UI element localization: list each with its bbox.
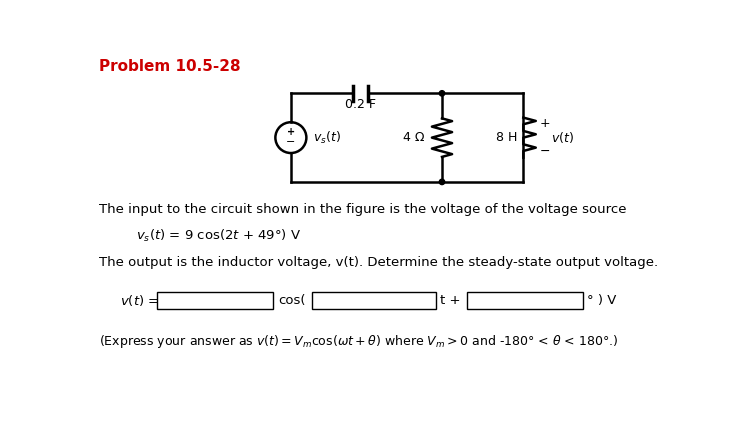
FancyBboxPatch shape	[467, 292, 583, 309]
Text: ° ) V: ° ) V	[587, 294, 616, 307]
Text: $v(t)$: $v(t)$	[551, 130, 574, 145]
Text: t +: t +	[439, 294, 460, 307]
FancyBboxPatch shape	[157, 292, 273, 309]
Text: +: +	[286, 127, 295, 137]
Text: (Express your answer as $v(t) = V_m\cos(\omega t + \theta)$ where $V_m > 0$ and : (Express your answer as $v(t) = V_m\cos(…	[99, 333, 618, 350]
Text: 4 Ω: 4 Ω	[404, 131, 425, 144]
Text: $v(t)$ =: $v(t)$ =	[120, 293, 160, 308]
Text: The input to the circuit shown in the figure is the voltage of the voltage sourc: The input to the circuit shown in the fi…	[99, 203, 627, 216]
Text: −: −	[286, 137, 295, 147]
Text: The output is the inductor voltage, v(t). Determine the steady-state output volt: The output is the inductor voltage, v(t)…	[99, 256, 659, 269]
Text: Problem 10.5-28: Problem 10.5-28	[99, 59, 241, 74]
Text: 0.2 F: 0.2 F	[345, 98, 376, 111]
Text: $v_s(t)$ = 9 cos(2$t$ + 49°) V: $v_s(t)$ = 9 cos(2$t$ + 49°) V	[136, 228, 301, 244]
Text: $v_s(t)$: $v_s(t)$	[313, 130, 340, 146]
Circle shape	[439, 91, 445, 96]
Text: −: −	[539, 145, 550, 158]
Text: 8 H: 8 H	[496, 131, 517, 144]
Circle shape	[439, 179, 445, 184]
Text: +: +	[539, 117, 551, 130]
Text: cos(: cos(	[278, 294, 306, 307]
FancyBboxPatch shape	[312, 292, 436, 309]
